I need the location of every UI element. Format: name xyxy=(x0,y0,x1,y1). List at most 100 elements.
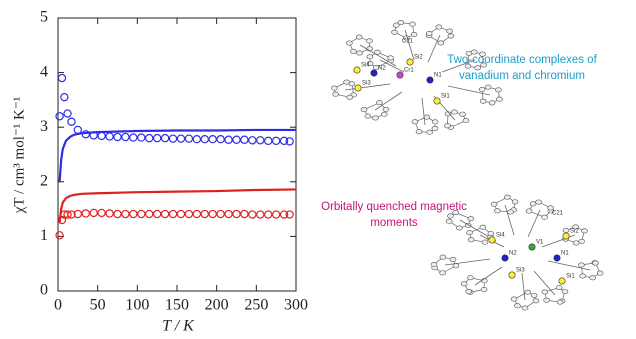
data-point xyxy=(209,210,216,217)
atom-ellipsoid xyxy=(466,289,472,293)
atom-ellipsoid xyxy=(468,217,474,221)
atom-ellipsoid xyxy=(432,126,438,130)
x-tick-label: 300 xyxy=(284,297,308,314)
data-point xyxy=(225,136,232,143)
plot-frame xyxy=(58,18,296,291)
figure: T / K χT / cm³ mol⁻¹ K⁻¹ 012345050100150… xyxy=(0,0,636,339)
atom-ellipsoid xyxy=(590,276,596,280)
bond xyxy=(528,210,540,237)
atom-ellipsoid xyxy=(542,215,548,219)
atom-ellipsoid xyxy=(522,306,528,310)
atom-ellipsoid xyxy=(512,200,518,204)
atom-ellipsoid xyxy=(507,210,513,214)
atom-ellipsoid xyxy=(347,95,353,99)
atom-ellipsoid xyxy=(531,293,537,297)
atom-ellipsoid xyxy=(467,230,473,234)
atom-ellipsoid xyxy=(438,41,444,45)
atom-ellipsoid xyxy=(460,112,466,116)
atom-ellipsoid xyxy=(356,35,362,39)
atom-ellipsoid xyxy=(383,107,389,111)
atom-ellipsoid xyxy=(374,50,380,54)
atom-ellipsoid xyxy=(416,130,422,134)
atom-ellipsoid xyxy=(573,241,579,245)
data-point xyxy=(201,210,208,217)
data-point xyxy=(241,136,248,143)
atom-ellipsoid xyxy=(412,120,418,124)
atom xyxy=(354,67,360,73)
atom-ellipsoid xyxy=(511,297,517,301)
atom-ellipsoid xyxy=(580,274,586,278)
data-point xyxy=(209,136,216,143)
data-point xyxy=(249,137,256,144)
atom-ellipsoid xyxy=(463,118,469,122)
atom-ellipsoid xyxy=(471,50,477,54)
data-point xyxy=(273,137,280,144)
atom-ellipsoid xyxy=(544,298,550,302)
atom-ellipsoid xyxy=(485,85,491,89)
atom-label: N1 xyxy=(434,73,442,79)
atom-ellipsoid xyxy=(409,22,415,26)
atom-ellipsoid xyxy=(556,285,562,289)
atom xyxy=(489,237,495,243)
atom xyxy=(355,85,361,91)
atom-ellipsoid xyxy=(372,116,378,120)
data-point xyxy=(241,210,248,217)
data-point xyxy=(114,133,121,140)
data-point xyxy=(122,210,129,217)
data-point xyxy=(185,210,192,217)
atom-ellipsoid xyxy=(453,264,459,268)
atom-ellipsoid xyxy=(357,51,363,55)
data-point xyxy=(217,210,224,217)
atom-label: C21 xyxy=(552,211,564,217)
data-point xyxy=(90,209,97,216)
data-point xyxy=(146,135,153,142)
atom-label: Si4 xyxy=(496,233,505,239)
data-point xyxy=(265,137,272,144)
data-point xyxy=(265,211,272,218)
atom-ellipsoid xyxy=(411,32,417,36)
atom-ellipsoid xyxy=(467,276,473,280)
data-point xyxy=(185,135,192,142)
x-tick-label: 50 xyxy=(90,297,106,314)
atom-ellipsoid xyxy=(489,101,495,105)
data-point xyxy=(61,94,68,101)
data-point xyxy=(162,135,169,142)
data-point xyxy=(138,134,145,141)
atom-ellipsoid xyxy=(453,210,459,214)
y-tick-label: 0 xyxy=(40,282,48,299)
data-point xyxy=(177,210,184,217)
bond xyxy=(475,267,502,285)
atom-ellipsoid xyxy=(475,66,481,70)
atom-ellipsoid xyxy=(542,290,548,294)
atom-ellipsoid xyxy=(536,200,542,204)
atom xyxy=(529,244,535,250)
atom-ellipsoid xyxy=(456,226,462,230)
x-tick-label: 100 xyxy=(125,297,149,314)
atom-label: Si3 xyxy=(516,268,525,274)
atom-ellipsoid xyxy=(494,209,500,213)
data-point xyxy=(106,133,113,140)
atom-ellipsoid xyxy=(578,263,584,267)
x-tick-label: 150 xyxy=(165,297,189,314)
atom-ellipsoid xyxy=(398,20,404,24)
atom-ellipsoid xyxy=(346,41,352,45)
data-point xyxy=(58,74,65,81)
atom xyxy=(371,70,377,76)
atom-ellipsoid xyxy=(496,97,502,101)
atom-ellipsoid xyxy=(530,202,536,206)
atom-ellipsoid xyxy=(361,107,367,111)
y-tick-label: 5 xyxy=(40,9,48,26)
atom-ellipsoid xyxy=(349,82,355,86)
data-point xyxy=(114,210,121,217)
atom-ellipsoid xyxy=(450,257,456,261)
atom xyxy=(559,278,565,284)
atom xyxy=(397,72,403,78)
x-tick-label: 250 xyxy=(244,297,268,314)
data-point xyxy=(233,210,240,217)
data-point xyxy=(257,211,264,218)
atom-ellipsoid xyxy=(526,209,532,213)
data-point xyxy=(177,135,184,142)
data-point xyxy=(106,210,113,217)
atom-ellipsoid xyxy=(365,114,371,118)
data-point xyxy=(154,210,161,217)
